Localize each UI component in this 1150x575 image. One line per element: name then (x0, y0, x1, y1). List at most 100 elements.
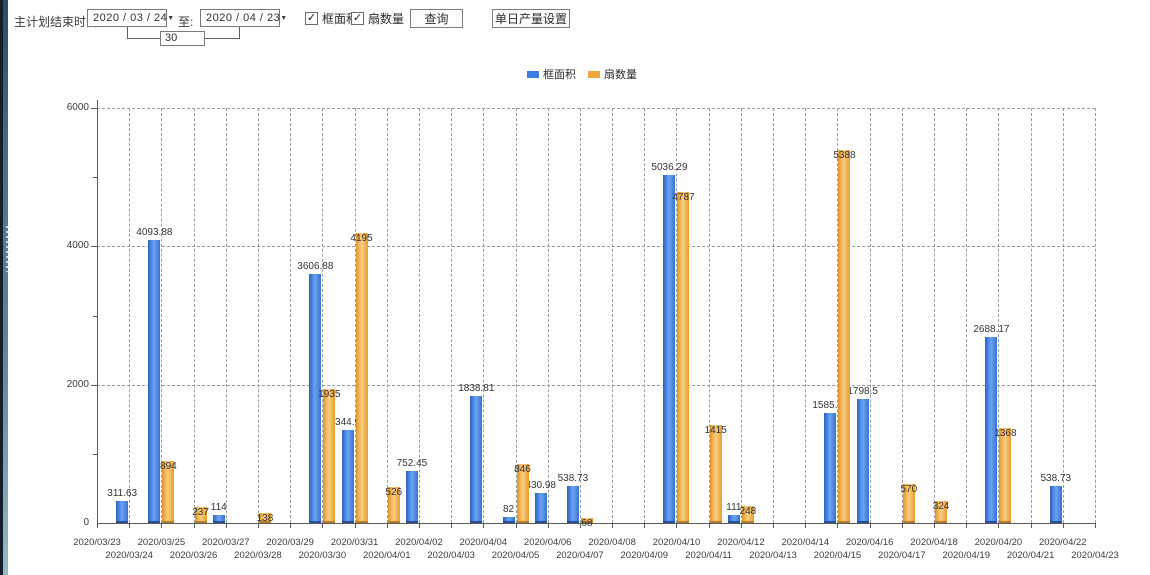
gridline-vertical (451, 108, 453, 523)
bar-value-label: 846 (514, 464, 531, 476)
frame-area-bar (405, 470, 418, 523)
checkbox-fan-count[interactable]: ✓ 扇数量 (351, 10, 404, 27)
bar-value-label: 1935 (318, 389, 341, 401)
left-edge-panel (0, 0, 10, 575)
query-button[interactable]: 查询 (410, 9, 463, 28)
gridline-vertical (998, 108, 1000, 523)
bar-base-edge (212, 520, 225, 523)
x-axis-tick (290, 524, 292, 528)
frame-area-bar (212, 515, 225, 523)
x-axis-label: 2020/04/02 (395, 537, 443, 548)
x-axis-label: 2020/04/03 (427, 550, 475, 561)
x-axis-label: 2020/04/17 (878, 550, 926, 561)
frame-area-bar (502, 517, 515, 523)
gridline-vertical (1062, 108, 1064, 523)
bar-value-label: 1368 (994, 428, 1017, 440)
frame-area-bar (727, 515, 740, 523)
bar-value-label: 1838.81 (458, 382, 495, 394)
bar-base-edge (824, 520, 837, 523)
x-axis-label: 2020/04/18 (910, 537, 958, 548)
fan-count-bar (709, 425, 722, 523)
panel-grip-handle[interactable] (6, 226, 10, 272)
x-axis-label: 2020/03/31 (330, 537, 379, 548)
fan-count-bar (838, 150, 851, 523)
bar-value-label: 324 (932, 500, 950, 512)
gridline-vertical (579, 108, 581, 523)
bar-value-label: 5388 (833, 150, 856, 162)
frame-area-bar (309, 273, 322, 523)
gridline-vertical (612, 108, 614, 523)
x-axis-tick (547, 524, 549, 528)
bar-value-label: 5036.29 (651, 161, 688, 173)
bar-value-label: 1798.5 (847, 385, 878, 397)
x-axis-label: 2020/03/26 (169, 550, 218, 561)
x-axis-tick (451, 524, 453, 528)
bar-value-label: 4195 (350, 232, 373, 244)
chevron-down-icon[interactable]: ▼ (280, 14, 288, 22)
fan-count-bar (162, 461, 175, 523)
x-axis-tick (998, 524, 1000, 528)
daily-output-settings-button[interactable]: 单日产量设置 (492, 9, 570, 28)
bar-base-edge (387, 520, 400, 523)
x-axis-tick (1062, 524, 1064, 528)
bar-base-edge (856, 520, 869, 523)
frame-area-bar (856, 398, 869, 523)
bar-value-label: 538.73 (1040, 472, 1072, 484)
checkbox-frame-area[interactable]: ✓ 框面积 (305, 10, 358, 27)
date-to-picker[interactable]: 2020 / 04 / 23 ▼ (200, 9, 287, 27)
gridline-vertical (129, 108, 131, 523)
bar-value-label: 894 (160, 461, 177, 473)
x-axis-tick (740, 524, 742, 528)
x-axis-label: 2020/03/29 (266, 537, 314, 548)
gridline-vertical (805, 108, 807, 523)
x-axis-tick (97, 524, 98, 528)
x-axis-label: 2020/04/23 (1071, 550, 1119, 561)
bar-base-edge (194, 520, 207, 523)
y-axis-tick (91, 108, 97, 109)
gridline-horizontal (97, 384, 1095, 386)
x-axis-tick (161, 524, 163, 528)
gridline-vertical (547, 108, 549, 523)
x-axis-label: 2020/04/16 (845, 537, 894, 548)
gridline-vertical (515, 108, 517, 523)
days-count-input[interactable]: 30 (160, 31, 205, 46)
bar-base-edge (677, 520, 690, 523)
x-axis-tick (418, 524, 420, 528)
x-axis-tick (773, 524, 775, 528)
gridline-horizontal (97, 246, 1095, 248)
date-from-picker[interactable]: 2020 / 03 / 24 ▼ (87, 9, 174, 27)
fan-count-swatch (588, 70, 600, 78)
gridline-vertical (386, 108, 388, 523)
gridline-vertical (483, 108, 485, 523)
fan-count-bar (323, 389, 336, 523)
y-axis-tick (93, 453, 97, 455)
x-axis-label: 2020/04/10 (652, 537, 701, 548)
fan-count-bar (999, 428, 1012, 523)
bar-base-edge (838, 520, 851, 523)
x-axis-label: 2020/04/04 (459, 537, 508, 548)
checkbox-checked-icon[interactable]: ✓ (351, 12, 364, 25)
legend-frame-label: 框面积 (543, 69, 576, 81)
x-axis-tick (579, 524, 581, 528)
legend-item-fan-count: 扇数量 (588, 66, 637, 82)
x-axis-tick (386, 524, 388, 528)
bar-base-edge (162, 520, 175, 523)
gridline-vertical (290, 108, 292, 523)
bar-value-label: 526 (385, 486, 403, 498)
x-axis-tick (483, 524, 485, 528)
x-axis-label: 2020/04/22 (1039, 537, 1087, 548)
fan-count-bar (516, 464, 529, 523)
chevron-down-icon[interactable]: ▼ (167, 14, 175, 22)
x-axis-label: 2020/04/12 (717, 537, 765, 548)
x-axis-label: 2020/04/19 (942, 550, 990, 561)
bar-value-label: 248 (739, 505, 757, 517)
frame-area-bar (116, 501, 129, 523)
gridline-vertical (418, 108, 420, 523)
bar-base-edge (1049, 520, 1062, 523)
fan-count-bar (741, 505, 754, 523)
frame-area-swatch (527, 70, 539, 78)
checkbox-checked-icon[interactable]: ✓ (305, 12, 318, 25)
gridline-vertical (322, 108, 324, 523)
bar-value-label: 237 (192, 506, 209, 518)
bar-base-edge (470, 520, 483, 523)
